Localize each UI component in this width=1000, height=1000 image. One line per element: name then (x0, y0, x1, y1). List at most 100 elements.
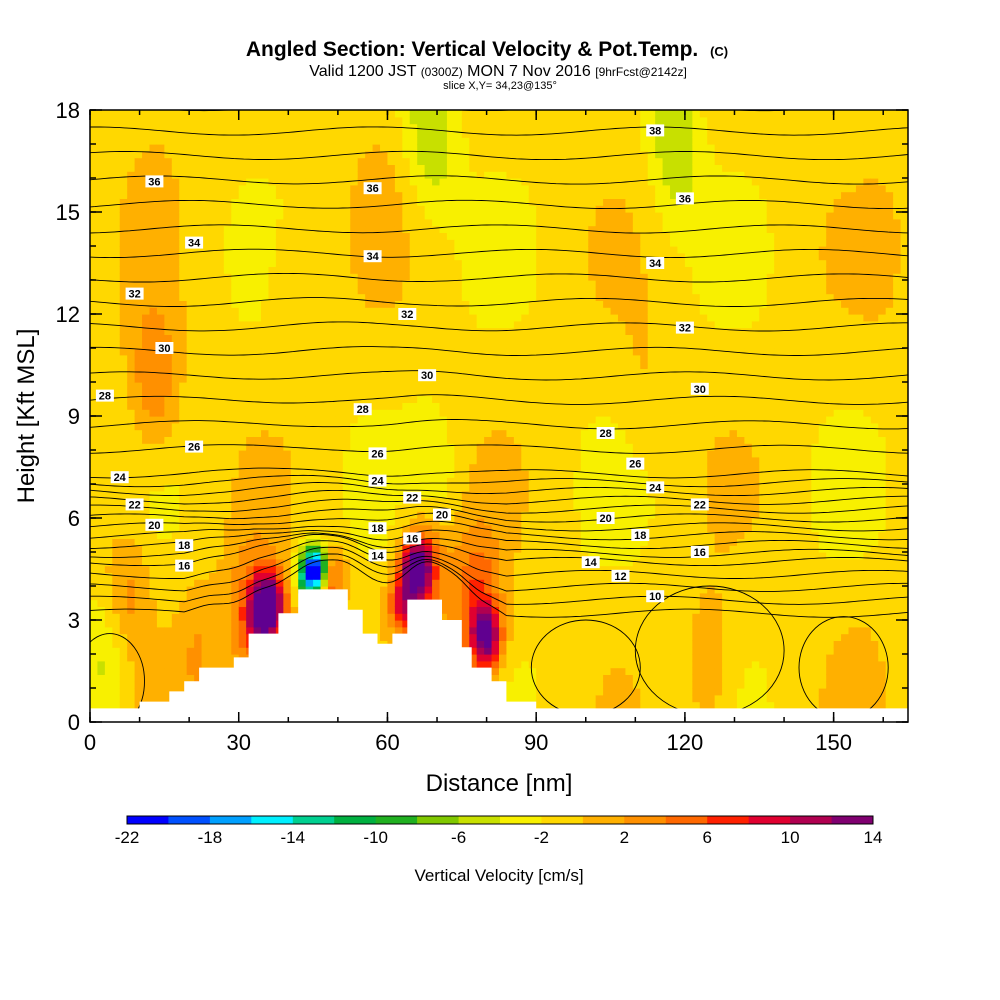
velocity-cell (97, 497, 106, 505)
velocity-cell (127, 409, 136, 417)
velocity-cell (402, 198, 411, 206)
velocity-cell (394, 354, 403, 363)
velocity-cell (253, 218, 262, 227)
velocity-cell (320, 307, 329, 315)
velocity-cell (484, 545, 493, 553)
velocity-cell (290, 252, 299, 261)
velocity-cell (179, 286, 188, 295)
velocity-cell (439, 246, 448, 254)
velocity-cell (298, 402, 307, 410)
velocity-cell (387, 477, 396, 485)
velocity-cell (387, 579, 396, 587)
velocity-cell (439, 586, 448, 594)
velocity-cell (216, 137, 225, 145)
velocity-cell (238, 205, 247, 213)
velocity-cell (104, 382, 113, 390)
velocity-cell (350, 368, 359, 376)
velocity-cell (112, 307, 121, 315)
velocity-cell (104, 701, 113, 709)
velocity-cell (424, 402, 433, 410)
velocity-cell (335, 157, 344, 165)
velocity-cell (380, 456, 389, 465)
velocity-cell (305, 456, 314, 465)
velocity-cell (469, 613, 478, 621)
velocity-cell (320, 334, 329, 342)
velocity-cell (484, 470, 493, 478)
velocity-cell (104, 470, 113, 478)
velocity-cell (268, 586, 277, 594)
velocity-cell (134, 232, 143, 240)
velocity-cell (335, 239, 344, 247)
velocity-cell (112, 205, 121, 213)
velocity-cell (469, 443, 478, 451)
velocity-cell (253, 259, 262, 267)
velocity-cell (112, 266, 121, 274)
velocity-cell (223, 490, 232, 499)
velocity-cell (97, 191, 106, 199)
velocity-cell (208, 191, 218, 199)
velocity-cell (127, 416, 136, 424)
velocity-cell (104, 579, 113, 587)
velocity-cell (119, 354, 128, 363)
velocity-cell (417, 450, 426, 458)
velocity-cell (424, 157, 433, 165)
velocity-cell (171, 524, 180, 533)
velocity-cell (283, 599, 292, 607)
velocity-cell (342, 511, 351, 519)
velocity-cell (119, 164, 128, 172)
velocity-cell (499, 477, 508, 485)
velocity-cell (179, 171, 188, 179)
velocity-cell (208, 123, 218, 131)
velocity-cell (149, 681, 158, 689)
velocity-cell (104, 293, 113, 301)
velocity-cell (290, 232, 299, 240)
velocity-cell (149, 456, 158, 465)
velocity-cell (365, 429, 374, 437)
velocity-cell (104, 327, 113, 335)
velocity-cell (112, 538, 121, 546)
velocity-cell (335, 545, 344, 553)
velocity-cell (380, 307, 389, 315)
velocity-cell (253, 613, 262, 621)
velocity-cell (90, 681, 99, 689)
velocity-cell (409, 171, 418, 179)
velocity-cell (223, 538, 232, 546)
velocity-cell (119, 184, 128, 193)
velocity-cell (320, 545, 329, 553)
velocity-cell (253, 477, 262, 485)
velocity-cell (275, 586, 284, 594)
velocity-cell (246, 558, 255, 567)
velocity-cell (164, 484, 173, 492)
velocity-cell (104, 674, 113, 682)
velocity-cell (104, 191, 113, 199)
velocity-cell (90, 246, 99, 254)
velocity-cell (216, 327, 225, 335)
velocity-cell (298, 552, 307, 560)
velocity-cell (342, 198, 351, 206)
velocity-cell (164, 225, 173, 233)
velocity-cell (342, 144, 351, 152)
velocity-cell (104, 450, 113, 458)
velocity-cell (186, 280, 195, 288)
velocity-cell (461, 130, 470, 138)
velocity-cell (484, 382, 493, 390)
velocity-cell (149, 620, 158, 628)
velocity-cell (134, 361, 143, 369)
velocity-cell (104, 524, 113, 533)
velocity-cell (402, 409, 411, 417)
velocity-cell (357, 273, 366, 281)
velocity-cell (119, 334, 128, 342)
velocity-cell (164, 552, 173, 560)
velocity-cell (268, 531, 277, 539)
velocity-cell (394, 599, 403, 607)
velocity-cell (208, 375, 218, 383)
velocity-cell (104, 497, 113, 505)
velocity-cell (484, 654, 493, 662)
velocity-cell (424, 110, 433, 118)
velocity-cell (216, 130, 225, 138)
velocity-cell (231, 164, 240, 172)
velocity-cell (194, 667, 203, 675)
velocity-cell (283, 531, 292, 539)
velocity-cell (142, 273, 151, 281)
